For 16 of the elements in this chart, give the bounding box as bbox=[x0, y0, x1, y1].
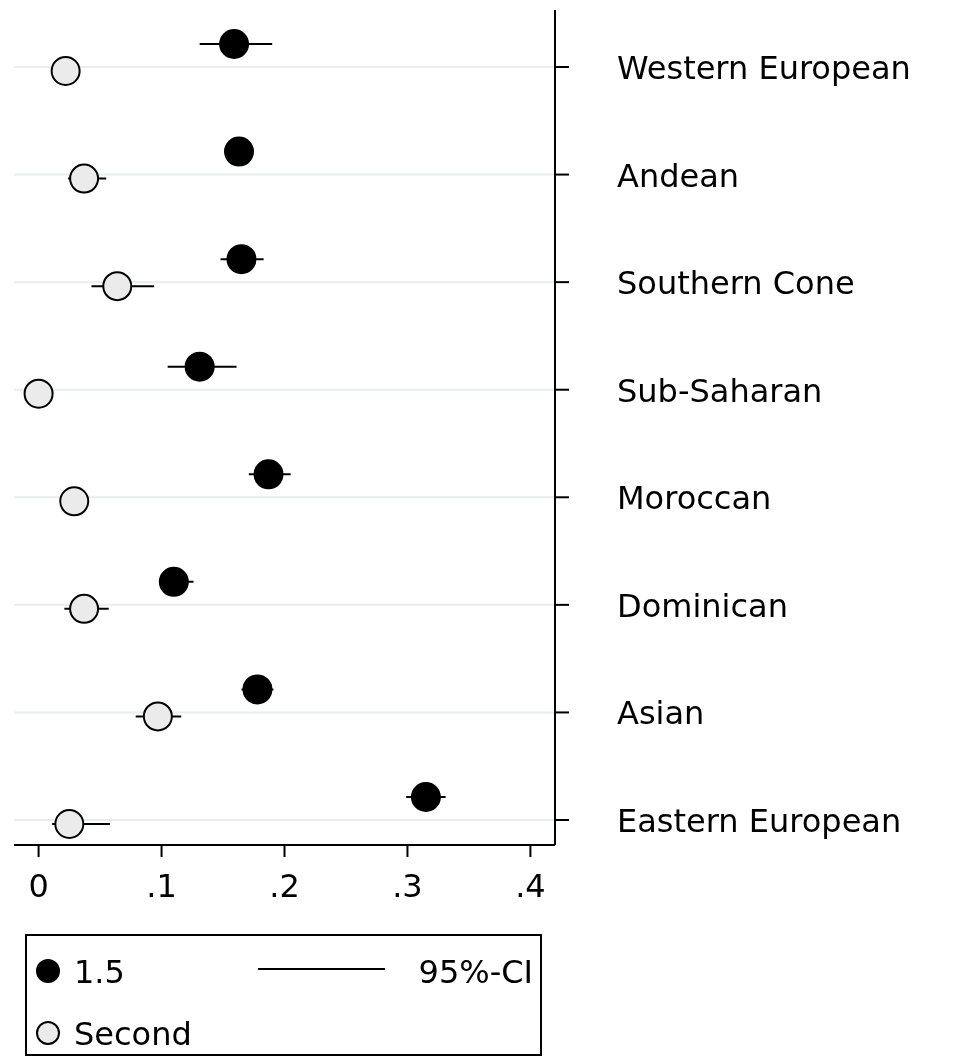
y-tick-label: Western European bbox=[617, 49, 911, 87]
x-tick-label: .3 bbox=[392, 867, 423, 905]
y-tick-label: Asian bbox=[617, 694, 705, 733]
y-tick-label: Eastern European bbox=[617, 802, 902, 840]
legend-label: Second bbox=[74, 1015, 192, 1053]
y-tick-label: Dominican bbox=[617, 586, 788, 625]
y-tick-label: Southern Cone bbox=[617, 264, 855, 303]
y-tick-label: Andean bbox=[617, 156, 740, 195]
y-tick-label: Sub-Saharan bbox=[617, 371, 823, 410]
x-tick-label: 0 bbox=[28, 867, 49, 905]
y-tick-label: Moroccan bbox=[617, 479, 772, 518]
x-tick-label: .2 bbox=[269, 867, 300, 905]
text: 95%-CI bbox=[418, 953, 533, 991]
x-tick-label: .1 bbox=[146, 867, 177, 905]
legend-label: 1.5 bbox=[74, 953, 125, 991]
x-tick-label: .4 bbox=[515, 867, 546, 905]
